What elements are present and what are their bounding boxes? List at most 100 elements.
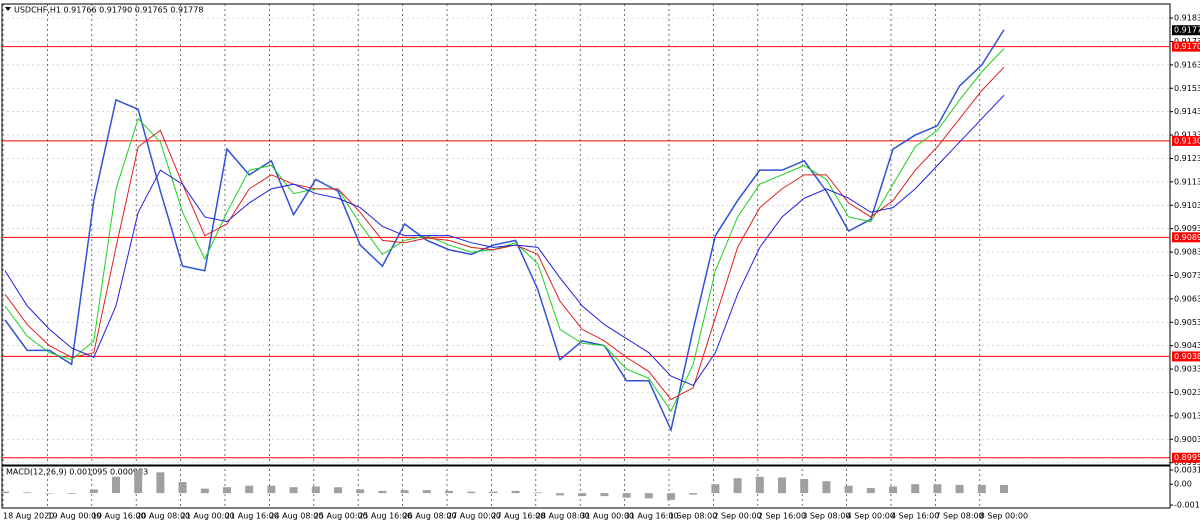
macd-bar [223, 487, 231, 494]
x-tick-label: 28 Aug 08:00 [536, 512, 590, 521]
level-label: 0.91305 [1174, 136, 1200, 145]
macd-bar [45, 493, 54, 494]
macd-bar [911, 484, 920, 494]
macd-bar [667, 493, 675, 500]
macd-bar [622, 493, 631, 498]
macd-bar [311, 486, 320, 494]
macd-bar [89, 489, 98, 494]
macd-bar [112, 476, 120, 494]
macd-bar [977, 484, 986, 494]
macd-bar [334, 487, 342, 494]
macd-bar [733, 478, 742, 494]
level-label: 0.91708 [1174, 42, 1200, 51]
menu-arrow[interactable] [5, 7, 11, 11]
macd-bar [556, 493, 564, 496]
macd-bar [23, 492, 32, 494]
x-tick-label: 18 Aug 2020 [3, 512, 54, 521]
macd-bar [866, 487, 875, 494]
macd-bar [822, 481, 831, 494]
macd-bar [422, 490, 431, 494]
macd-bar [378, 490, 387, 494]
x-tick-label: 27 Aug 00:00 [447, 512, 501, 521]
macd-bar [955, 484, 964, 494]
macd-bar [600, 493, 609, 497]
level-label: 0.89951 [1174, 453, 1200, 462]
x-tick-label: 4 Sep 16:00 [891, 512, 939, 521]
x-tick-label: 4 Sep 00:00 [847, 512, 895, 521]
x-tick-label: 25 Aug 00:00 [314, 512, 368, 521]
macd-bar [511, 490, 520, 494]
x-tick-label: 24 Aug 08:00 [269, 512, 323, 521]
macd-bar [755, 476, 764, 494]
y-tick-label: 0.00 [1174, 480, 1192, 489]
macd-bar [800, 479, 809, 494]
y-tick-label: 0.003112 [1174, 465, 1200, 474]
macd-bar [933, 484, 942, 494]
macd-bar [245, 485, 254, 494]
x-tick-label: 2 Sep 00:00 [713, 512, 761, 521]
level-tag [1172, 41, 1200, 52]
macd-bar [778, 477, 786, 494]
macd-bar [489, 491, 498, 494]
series-line [4, 29, 1005, 433]
series-line [4, 94, 1005, 387]
x-tick-label: 27 Aug 16:00 [491, 512, 545, 521]
macd-panel [1, 465, 1171, 509]
level-tag [1172, 232, 1200, 243]
macd-bar [578, 493, 587, 497]
x-tick-label: 7 Sep 08:00 [935, 512, 983, 521]
current-price-tag [1172, 25, 1200, 36]
x-tick-label: 25 Aug 16:00 [358, 512, 412, 521]
level-tag [1172, 351, 1200, 362]
x-tick-label: 1 Sep 08:00 [669, 512, 717, 521]
macd-bar [289, 487, 298, 494]
macd-bar [67, 493, 76, 494]
macd-bar [844, 485, 853, 494]
macd-header: MACD(12,26,9) 0.001095 0.000983 [6, 468, 148, 477]
current-price-label: 0.91778 [1174, 26, 1200, 35]
x-tick-label: 2 Sep 16:00 [758, 512, 806, 521]
macd-bar [467, 491, 476, 494]
level-label: 0.90384 [1174, 352, 1200, 361]
series-line [4, 66, 1005, 401]
x-tick-label: 8 Sep 00:00 [980, 512, 1028, 521]
macd-bar [200, 488, 209, 494]
symbol-header: USDCHF,H1 0.91766 0.91790 0.91765 0.9177… [14, 6, 203, 15]
level-tag [1172, 135, 1200, 146]
price-panel [1, 3, 1171, 466]
macd-bar [134, 470, 143, 494]
macd-bar [156, 472, 165, 494]
x-tick-label: 31 Aug 16:00 [625, 512, 679, 521]
macd-bar [267, 485, 276, 494]
macd-bar [644, 493, 653, 499]
y-tick-label: 0.90030 [1174, 435, 1200, 444]
x-tick-label: 20 Aug 08:00 [136, 512, 190, 521]
x-tick-label: 19 Aug 00:00 [47, 512, 101, 521]
x-tick-label: 26 Aug 08:00 [403, 512, 457, 521]
macd-bar [689, 493, 698, 495]
macd-bar [711, 484, 720, 494]
level-tag [1172, 452, 1200, 463]
y-tick-label: -0.00160 [1174, 501, 1200, 510]
x-tick-label: 21 Aug 16:00 [225, 512, 279, 521]
macd-bar [400, 490, 409, 494]
level-label: 0.90893 [1174, 233, 1200, 242]
x-tick-label: 21 Aug 00:00 [181, 512, 235, 521]
macd-bar [1000, 484, 1008, 494]
